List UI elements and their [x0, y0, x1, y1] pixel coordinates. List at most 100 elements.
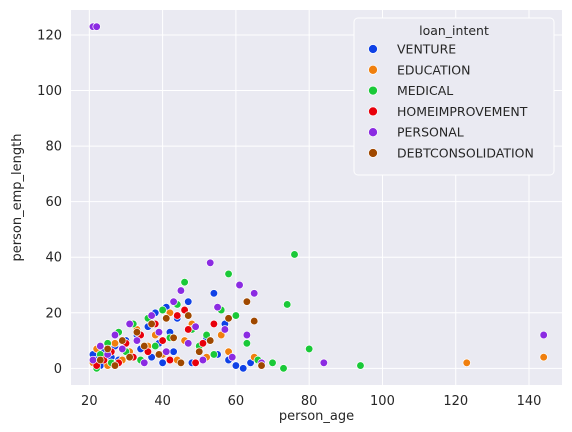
x-tick-label: 80: [301, 394, 318, 409]
data-point: [319, 358, 328, 367]
data-point: [169, 347, 178, 356]
legend-label: VENTURE: [397, 42, 456, 57]
data-point: [158, 358, 167, 367]
data-point: [209, 319, 219, 329]
data-point: [242, 330, 252, 340]
data-point: [206, 336, 215, 345]
x-tick-label: 60: [228, 394, 245, 409]
data-point: [96, 341, 105, 351]
data-point: [184, 311, 193, 320]
x-axis-ticks: 20 40 60 80 100 120 140: [81, 394, 541, 409]
x-tick-label: 20: [81, 394, 98, 409]
data-point: [290, 250, 299, 259]
data-point: [103, 344, 112, 354]
legend-item: VENTURE: [368, 42, 456, 57]
data-point: [184, 325, 193, 334]
data-points: [88, 22, 548, 373]
data-point: [206, 258, 215, 267]
data-point: [228, 353, 237, 362]
y-tick-label: 120: [37, 29, 62, 44]
data-point: [140, 358, 149, 367]
legend-marker: [368, 64, 378, 75]
data-point: [132, 336, 142, 345]
data-point: [162, 314, 171, 323]
data-point: [110, 361, 120, 370]
legend-title: loan_intent: [419, 23, 489, 38]
data-point: [140, 341, 149, 351]
data-point: [132, 328, 142, 337]
data-point: [235, 280, 244, 290]
legend-marker: [368, 106, 378, 117]
legend: loan_intent VENTURE EDUCATION MEDICAL HOMEI…: [353, 17, 555, 176]
data-point: [176, 286, 186, 295]
data-point: [154, 350, 164, 359]
data-point: [239, 364, 248, 373]
legend-label: DEBTCONSOLIDATION: [397, 146, 534, 161]
data-point: [195, 347, 204, 356]
legend-items: VENTURE EDUCATION MEDICAL HOMEIMPROVEMENT PE…: [368, 42, 534, 161]
data-point: [198, 339, 208, 348]
data-point: [110, 330, 120, 340]
data-point: [539, 353, 548, 362]
data-point: [158, 336, 167, 345]
data-point: [305, 344, 314, 354]
legend-label: MEDICAL: [397, 83, 453, 98]
y-axis-ticks: 0 20 40 60 80 100 120: [37, 29, 62, 377]
data-point: [173, 311, 182, 320]
data-point: [118, 336, 127, 345]
x-tick-label: 40: [154, 394, 171, 409]
legend-item: HOMEIMPROVEMENT: [368, 104, 528, 119]
data-point: [162, 347, 171, 356]
data-point: [242, 339, 252, 348]
y-tick-label: 100: [37, 84, 62, 99]
data-point: [224, 314, 233, 323]
data-point: [279, 364, 288, 373]
data-point: [462, 358, 471, 367]
data-point: [165, 355, 175, 365]
legend-marker: [368, 85, 378, 96]
legend-item: EDUCATION: [368, 62, 471, 77]
y-axis-label: person_emp_length: [10, 134, 25, 262]
data-point: [220, 325, 230, 334]
data-point: [110, 339, 120, 348]
legend-label: PERSONAL: [397, 125, 464, 140]
data-point: [125, 319, 134, 329]
data-point: [209, 289, 219, 298]
data-point: [250, 316, 259, 326]
data-point: [96, 355, 105, 365]
legend-marker: [368, 127, 378, 138]
data-point: [92, 22, 101, 31]
legend-label: EDUCATION: [397, 62, 471, 77]
data-point: [231, 361, 241, 370]
legend-marker: [368, 148, 378, 158]
x-tick-label: 100: [370, 394, 395, 409]
data-point: [88, 355, 98, 365]
data-point: [224, 269, 233, 279]
x-tick-label: 140: [517, 394, 542, 409]
legend-box: [353, 17, 555, 176]
data-point: [176, 358, 186, 367]
legend-item: DEBTCONSOLIDATION: [368, 146, 534, 161]
data-point: [180, 278, 189, 287]
y-tick-label: 40: [45, 251, 62, 266]
data-point: [191, 358, 200, 367]
data-point: [242, 297, 252, 306]
series-debtconsolidation: [96, 297, 266, 370]
data-point: [151, 341, 160, 351]
data-point: [231, 311, 241, 320]
data-point: [184, 339, 193, 348]
data-point: [209, 350, 219, 359]
data-point: [198, 355, 208, 365]
y-tick-label: 60: [45, 195, 62, 210]
y-tick-label: 0: [54, 362, 62, 377]
data-point: [191, 322, 200, 331]
legend-label: HOMEIMPROVEMENT: [397, 104, 528, 119]
data-point: [147, 311, 156, 320]
x-tick-label: 120: [443, 394, 468, 409]
data-point: [154, 328, 164, 337]
y-tick-label: 20: [45, 306, 62, 321]
data-point: [147, 319, 156, 329]
data-point: [539, 330, 548, 340]
data-point: [169, 297, 178, 306]
